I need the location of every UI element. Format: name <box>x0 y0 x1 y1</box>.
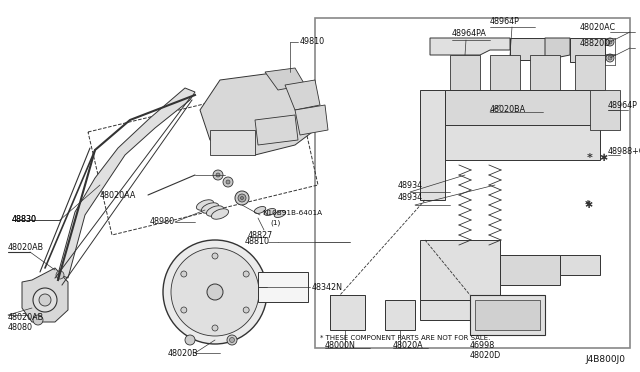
Text: 48000N: 48000N <box>325 340 356 350</box>
Polygon shape <box>545 38 570 60</box>
Polygon shape <box>475 300 540 330</box>
Circle shape <box>235 191 249 205</box>
Circle shape <box>56 271 64 279</box>
Text: ✱: ✱ <box>599 153 607 163</box>
Text: 49810: 49810 <box>300 38 325 46</box>
Circle shape <box>243 307 249 313</box>
Text: J4B800J0: J4B800J0 <box>585 356 625 365</box>
Text: 48080: 48080 <box>8 324 33 333</box>
Polygon shape <box>500 255 560 285</box>
Text: *: * <box>587 153 593 163</box>
Circle shape <box>181 271 187 277</box>
Polygon shape <box>22 268 68 322</box>
Circle shape <box>213 170 223 180</box>
Polygon shape <box>285 80 320 110</box>
Text: 48020AA: 48020AA <box>100 190 136 199</box>
Circle shape <box>241 196 243 199</box>
Text: 48830: 48830 <box>12 215 37 224</box>
Polygon shape <box>210 130 255 155</box>
Polygon shape <box>575 55 605 90</box>
Text: 48020AC: 48020AC <box>580 22 616 32</box>
Text: 48020B: 48020B <box>168 349 198 357</box>
Text: * THESE COMPONENT PARTS ARE NOT FOR SALE.: * THESE COMPONENT PARTS ARE NOT FOR SALE… <box>320 335 490 341</box>
Text: 48827: 48827 <box>248 231 273 240</box>
Circle shape <box>216 173 220 177</box>
Polygon shape <box>510 38 545 60</box>
Polygon shape <box>445 90 600 125</box>
Text: 48820D: 48820D <box>580 38 611 48</box>
Polygon shape <box>420 90 445 200</box>
Polygon shape <box>490 55 520 90</box>
Polygon shape <box>570 38 605 62</box>
Text: 48020D: 48020D <box>470 352 501 360</box>
Circle shape <box>212 325 218 331</box>
Ellipse shape <box>202 203 219 213</box>
Polygon shape <box>265 68 305 90</box>
Circle shape <box>181 307 187 313</box>
Ellipse shape <box>254 206 266 214</box>
Circle shape <box>497 103 502 108</box>
Text: 48934: 48934 <box>398 193 423 202</box>
Ellipse shape <box>264 209 276 215</box>
Text: 48020AB: 48020AB <box>8 314 44 323</box>
Text: 48342N: 48342N <box>312 282 343 292</box>
Text: 48934: 48934 <box>398 180 423 189</box>
Polygon shape <box>330 295 365 330</box>
Polygon shape <box>450 55 480 90</box>
Circle shape <box>227 335 237 345</box>
Circle shape <box>243 271 249 277</box>
Polygon shape <box>430 38 510 55</box>
Text: 48964PA: 48964PA <box>452 29 487 38</box>
Polygon shape <box>295 105 328 135</box>
Text: 48964P: 48964P <box>608 100 638 109</box>
Circle shape <box>163 240 267 344</box>
Text: ✱: ✱ <box>584 200 592 210</box>
Polygon shape <box>560 255 600 275</box>
Text: 48020A: 48020A <box>393 340 424 350</box>
Circle shape <box>606 38 614 46</box>
Bar <box>258 272 308 302</box>
Text: 48830: 48830 <box>12 215 37 224</box>
Polygon shape <box>445 120 600 160</box>
Text: 48810: 48810 <box>245 237 270 247</box>
Circle shape <box>33 288 57 312</box>
Text: 46998: 46998 <box>470 340 495 350</box>
Polygon shape <box>420 300 540 320</box>
Circle shape <box>212 253 218 259</box>
Ellipse shape <box>211 209 228 219</box>
Text: 48980: 48980 <box>150 218 175 227</box>
Ellipse shape <box>275 211 285 218</box>
Circle shape <box>171 248 259 336</box>
Polygon shape <box>255 115 298 145</box>
Circle shape <box>185 335 195 345</box>
Text: 48020BA: 48020BA <box>490 106 526 115</box>
Circle shape <box>230 337 234 343</box>
Circle shape <box>495 100 505 110</box>
Polygon shape <box>385 300 415 330</box>
Circle shape <box>608 56 612 60</box>
Circle shape <box>223 177 233 187</box>
Polygon shape <box>200 72 315 155</box>
Text: (1): (1) <box>270 220 280 226</box>
Text: 48988+C: 48988+C <box>608 148 640 157</box>
Polygon shape <box>58 88 195 278</box>
Circle shape <box>33 315 43 325</box>
Text: 48020AB: 48020AB <box>8 244 44 253</box>
Polygon shape <box>530 55 560 90</box>
Text: 48964P: 48964P <box>490 17 520 26</box>
Circle shape <box>238 194 246 202</box>
Polygon shape <box>590 90 620 130</box>
Polygon shape <box>470 295 545 335</box>
Bar <box>315 18 630 348</box>
Polygon shape <box>420 240 500 300</box>
Circle shape <box>207 284 223 300</box>
Circle shape <box>608 40 612 44</box>
Circle shape <box>606 54 614 62</box>
Ellipse shape <box>207 206 223 216</box>
Circle shape <box>39 294 51 306</box>
Text: *: * <box>585 200 591 210</box>
Ellipse shape <box>196 200 214 210</box>
Text: N10B91B-6401A: N10B91B-6401A <box>262 210 322 216</box>
Circle shape <box>226 180 230 184</box>
